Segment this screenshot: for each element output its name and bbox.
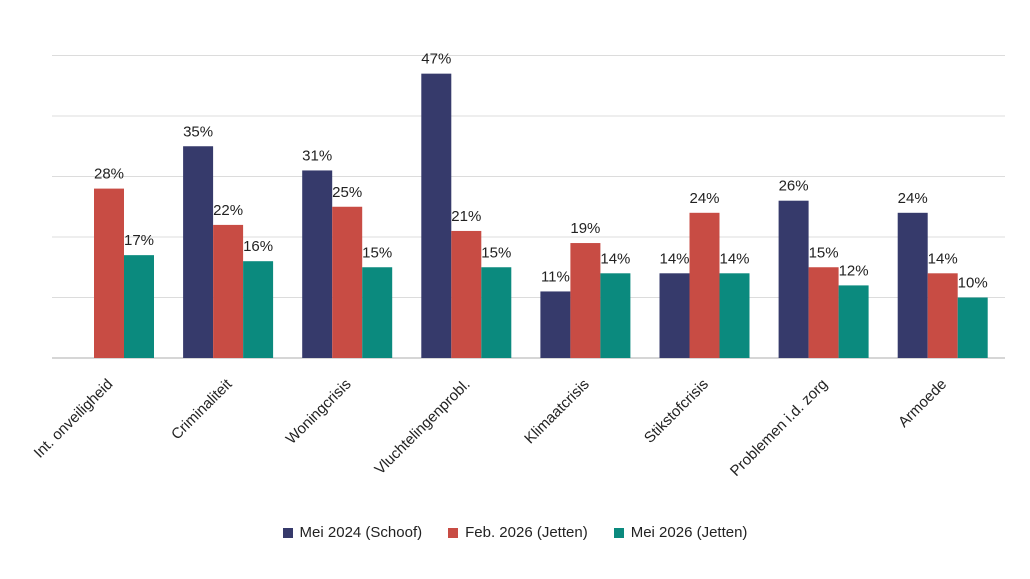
data-label: 14% [719,250,749,267]
bar [659,273,690,358]
bar [957,297,988,358]
x-tick-label: Stikstofcrisis [641,376,712,447]
legend-label: Feb. 2026 (Jetten) [465,524,588,541]
data-label: 21% [451,208,481,225]
x-tick-labels: Int. onveiligheid Criminaliteit Woningcris… [31,375,950,480]
bar [808,267,839,358]
legend-item: Feb. 2026 (Jetten) [448,524,588,541]
legend-swatch [282,527,293,538]
value-labels: 28%17%35%22%16%31%25%15%47%21%15%11%19%1… [94,51,988,292]
data-label: 25% [332,184,362,201]
bar [481,267,512,358]
data-label: 19% [570,220,600,237]
bar [897,212,928,358]
data-label: 22% [213,202,243,219]
legend-label: Mei 2024 (Schoof) [299,524,423,541]
data-label: 16% [243,238,273,255]
data-label: 35% [183,123,213,140]
data-label: 14% [659,250,689,267]
bar [540,291,571,358]
bar [213,224,244,358]
data-label: 15% [362,244,392,261]
x-tick-label: Armoede [895,376,950,431]
bar [302,170,333,358]
bar [124,255,154,358]
data-label: 24% [898,190,928,207]
bar [362,267,393,358]
data-label: 28% [94,166,124,183]
x-tick-label: Criminaliteit [168,375,236,443]
legend-item: Mei 2026 (Jetten) [613,524,748,541]
legend-item: Mei 2024 (Schoof) [282,524,423,541]
bar [94,188,124,358]
bar [570,243,601,358]
legend: Mei 2024 (Schoof) Feb. 2026 (Jetten) Mei 2… [0,524,1030,541]
bar [778,200,809,358]
data-label: 15% [809,244,839,261]
legend-swatch [613,527,624,538]
data-label: 14% [600,250,630,267]
data-label: 31% [302,147,332,164]
bar [838,285,869,358]
data-label: 24% [689,190,719,207]
bar [332,206,363,358]
x-tick-label: Vluchtelingenprobl. [371,376,473,478]
bar [689,212,720,358]
bar [927,273,958,358]
legend-swatch [448,527,459,538]
data-label: 26% [779,178,809,195]
bar [451,230,482,358]
data-label: 17% [124,232,154,249]
bar [243,261,274,358]
data-label: 15% [481,244,511,261]
x-tick-label: Int. onveiligheid [31,376,117,462]
bar [719,273,750,358]
data-label: 11% [541,268,570,285]
x-tick-label: Woningcrisis [283,376,355,448]
data-label: 47% [421,51,451,68]
data-label: 10% [958,275,988,292]
legend-label: Mei 2026 (Jetten) [630,524,748,541]
bar [600,273,631,358]
data-label: 14% [928,250,958,267]
bar [421,73,452,359]
bar [183,146,214,358]
bars [94,73,988,359]
data-label: 12% [839,262,869,279]
x-tick-label: Klimaatcrisis [521,376,593,448]
x-tick-label: Problemen i.d. zorg [727,376,831,480]
